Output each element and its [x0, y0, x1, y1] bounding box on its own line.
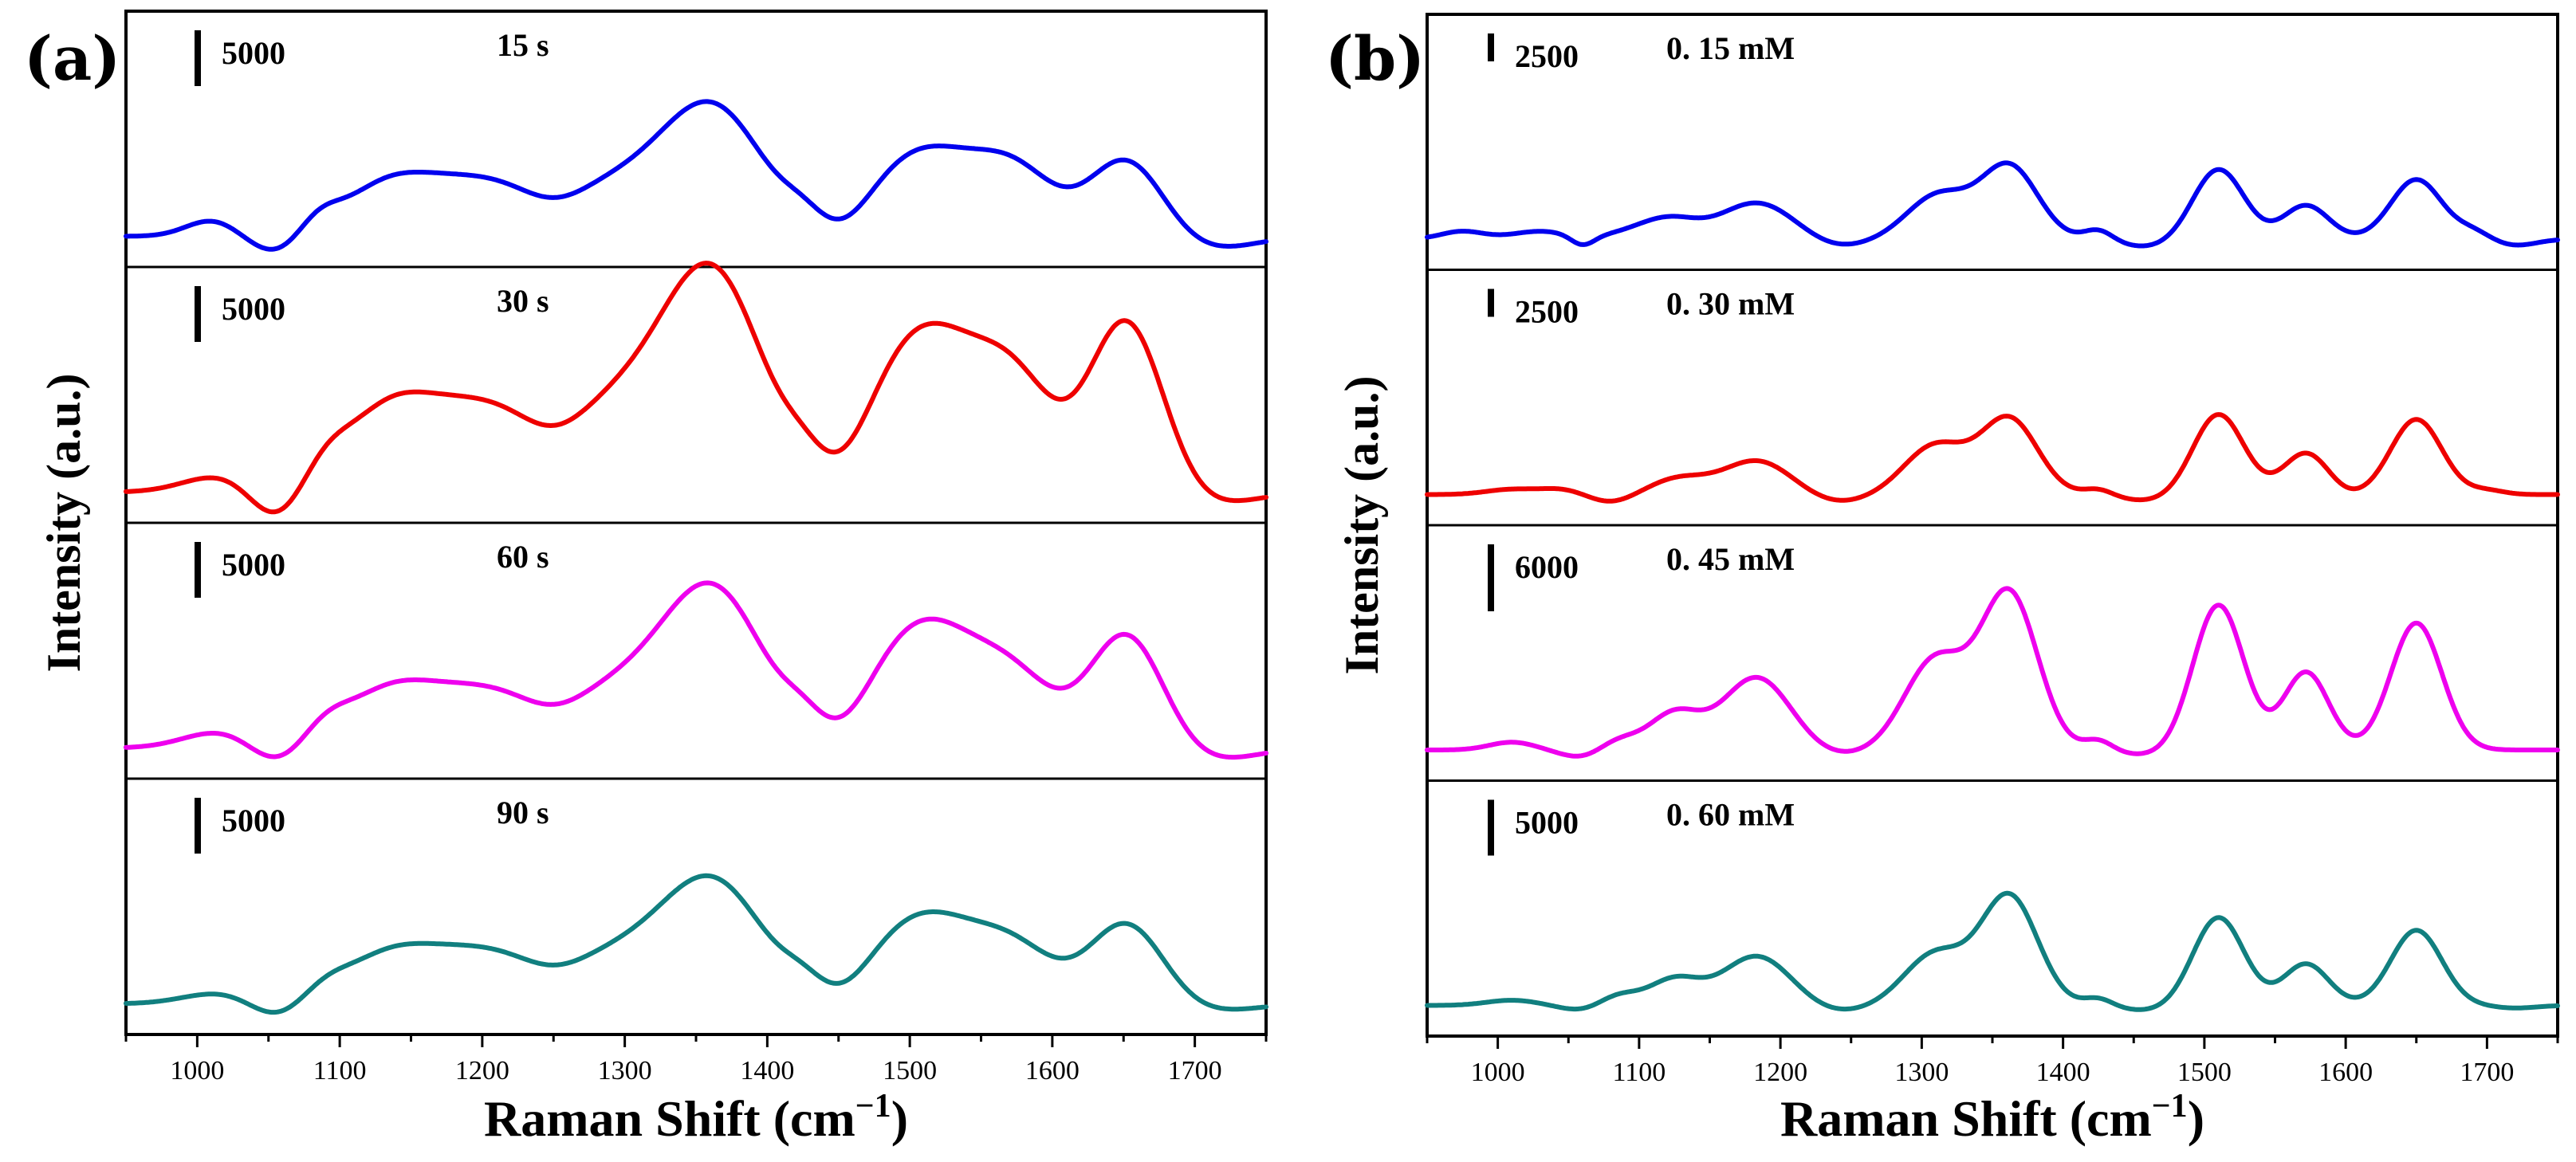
x-tick-label: 1100: [1613, 1058, 1666, 1087]
spectrum-line: [1425, 586, 2560, 759]
x-tick-label: 1300: [1894, 1058, 1949, 1087]
x-tick-label: 1300: [598, 1056, 652, 1085]
x-tick-label: 1100: [313, 1056, 367, 1085]
spectrum-line: [1425, 890, 2560, 1012]
x-tick-label: 1500: [2177, 1058, 2232, 1087]
scale-bar-label: 5000: [222, 547, 285, 583]
panel-a: (a) Intensity (a.u.) Raman Shift (cm−1) 100…: [24, 10, 1268, 1147]
series-label: 0. 15 mM: [1666, 30, 1795, 66]
y-axis-label: Intensity (a.u.): [1335, 375, 1388, 674]
y-axis-label: Intensity (a.u.): [37, 373, 90, 672]
series-label: 0. 30 mM: [1666, 286, 1795, 322]
x-tick-label: 1400: [740, 1056, 794, 1085]
panel-letter: (b): [1325, 23, 1425, 94]
scale-bar-label: 5000: [1515, 805, 1579, 841]
series-label: 0. 45 mM: [1666, 541, 1795, 577]
x-tick-label: 1200: [1753, 1058, 1807, 1087]
x-tick-label: 1700: [2460, 1058, 2514, 1087]
spectrum-line: [124, 99, 1268, 252]
scale-bar-label: 5000: [222, 35, 285, 71]
series-label: 60 s: [497, 539, 549, 575]
x-tick-label: 1400: [2036, 1058, 2090, 1087]
panel-b: (b) Intensity (a.u.) Raman Shift (cm−1) 100…: [1325, 13, 2560, 1147]
x-tick-label: 1600: [1025, 1056, 1080, 1085]
x-tick-label: 1600: [2318, 1058, 2373, 1087]
x-tick-label: 1000: [170, 1056, 224, 1085]
scale-bar-label: 5000: [222, 803, 285, 838]
series-label: 15 s: [497, 27, 549, 63]
scale-bar-label: 5000: [222, 291, 285, 327]
spectrum-line: [124, 580, 1268, 760]
panel-letter: (a): [24, 23, 120, 94]
series-label: 30 s: [497, 283, 549, 319]
scale-bar-label: 6000: [1515, 549, 1579, 585]
series-label: 0. 60 mM: [1666, 797, 1795, 833]
x-tick-label: 1700: [1168, 1056, 1222, 1085]
x-tick-label: 1200: [455, 1056, 509, 1085]
scale-bar-label: 2500: [1515, 294, 1579, 330]
x-tick-label: 1000: [1471, 1058, 1525, 1087]
x-tick-label: 1500: [883, 1056, 937, 1085]
series-label: 90 s: [497, 795, 549, 830]
scale-bar-label: 2500: [1515, 38, 1579, 74]
spectrum-line: [124, 873, 1268, 1015]
spectrum-line: [124, 261, 1268, 515]
spectrum-line: [1425, 412, 2560, 504]
x-axis-label: Raman Shift (cm−1): [484, 1088, 908, 1147]
x-axis-label: Raman Shift (cm−1): [1780, 1088, 2204, 1147]
spectrum-line: [1425, 160, 2560, 249]
